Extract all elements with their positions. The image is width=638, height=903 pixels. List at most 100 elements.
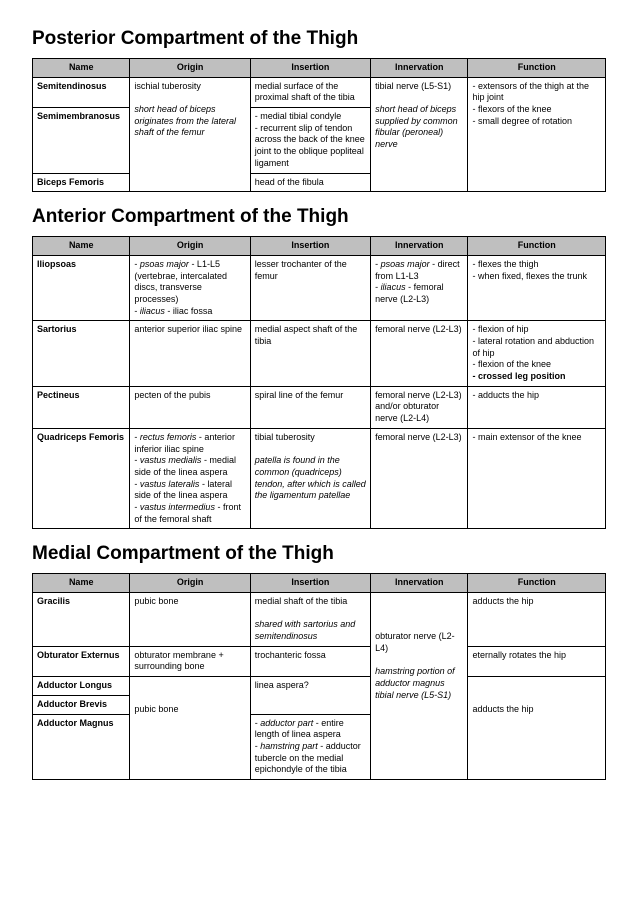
medial-table: Name Origin Insertion Innervation Functi… — [32, 573, 606, 780]
insertion-cell: tibial tuberosity patella is found in th… — [250, 428, 370, 529]
innervation-cell: femoral nerve (L2-L3) and/or obturator n… — [371, 386, 468, 428]
muscle-name: Biceps Femoris — [33, 173, 130, 192]
txt: adducts the hip — [472, 704, 533, 714]
muscle-name: Adductor Longus — [33, 677, 130, 696]
col-header: Function — [468, 574, 606, 593]
table-row: Quadriceps Femoris - rectus femoris - an… — [33, 428, 606, 529]
col-header: Innervation — [371, 59, 468, 78]
innv-text: tibial nerve (L5-S1) — [375, 81, 451, 91]
muscle-name: Adductor Brevis — [33, 695, 130, 714]
posterior-table: Name Origin Insertion Innervation Functi… — [32, 58, 606, 192]
em: iliacus — [140, 306, 165, 316]
table-row: Sartorius anterior superior iliac spine … — [33, 321, 606, 386]
col-header: Origin — [130, 59, 250, 78]
function-cell: - adducts the hip — [468, 386, 606, 428]
muscle-name: Iliopsoas — [33, 255, 130, 320]
innv-note: short head of biceps supplied by common … — [375, 104, 458, 149]
em: patella is found in the common (quadrice… — [255, 455, 366, 500]
line: - flexion of hip — [472, 324, 528, 334]
insertion-cell: medial aspect shaft of the tibia — [250, 321, 370, 386]
origin-cell: ischial tuberosity short head of biceps … — [130, 77, 250, 192]
muscle-name: Pectineus — [33, 386, 130, 428]
insertion-cell: trochanteric fossa — [250, 646, 370, 676]
function-cell: - flexion of hip - lateral rotation and … — [468, 321, 606, 386]
innervation-cell: - psoas major - direct from L1-L3 - ilia… — [371, 255, 468, 320]
table-row: Adductor Longus pubic bone linea aspera?… — [33, 677, 606, 696]
em: vastus intermedius — [140, 502, 215, 512]
insertion-cell: medial shaft of the tibia shared with sa… — [250, 593, 370, 647]
col-header: Insertion — [250, 574, 370, 593]
col-header: Name — [33, 237, 130, 256]
txt: - iliac fossa — [165, 306, 213, 316]
innervation-cell: femoral nerve (L2-L3) — [371, 428, 468, 529]
origin-note: short head of biceps originates from the… — [134, 104, 236, 137]
section-title-2: Anterior Compartment of the Thigh — [32, 206, 606, 228]
table-row: Gracilis pubic bone medial shaft of the … — [33, 593, 606, 647]
innervation-cell: obturator nerve (L2-L4) hamstring portio… — [371, 593, 468, 780]
muscle-name: Adductor Magnus — [33, 714, 130, 779]
anterior-table: Name Origin Insertion Innervation Functi… — [32, 236, 606, 529]
function-cell: - extensors of the thigh at the hip join… — [468, 77, 606, 192]
function-cell: - main extensor of the knee — [468, 428, 606, 529]
em: vastus medialis — [140, 455, 202, 465]
txt: pubic bone — [134, 704, 178, 714]
section-title-1: Posterior Compartment of the Thigh — [32, 28, 606, 50]
table-row: Pectineus pecten of the pubis spiral lin… — [33, 386, 606, 428]
col-header: Insertion — [250, 237, 370, 256]
txt: medial shaft of the tibia — [255, 596, 348, 606]
table-row: Obturator Externus obturator membrane + … — [33, 646, 606, 676]
origin-cell: - rectus femoris - anterior inferior ili… — [130, 428, 250, 529]
muscle-name: Sartorius — [33, 321, 130, 386]
table-header-row: Name Origin Insertion Innervation Functi… — [33, 237, 606, 256]
em: hamstring part — [260, 741, 318, 751]
function-cell: eternally rotates the hip — [468, 646, 606, 676]
origin-cell: pecten of the pubis — [130, 386, 250, 428]
insertion-cell: - medial tibial condyle- recurrent slip … — [250, 108, 370, 173]
innervation-cell: femoral nerve (L2-L3) — [371, 321, 468, 386]
table-row: Iliopsoas - psoas major - L1-L5 (vertebr… — [33, 255, 606, 320]
muscle-name: Quadriceps Femoris — [33, 428, 130, 529]
insertion-cell: medial surface of the proximal shaft of … — [250, 77, 370, 107]
col-header: Function — [468, 237, 606, 256]
origin-text: ischial tuberosity — [134, 81, 201, 91]
txt: obturator nerve (L2-L4) — [375, 631, 455, 653]
table-header-row: Name Origin Insertion Innervation Functi… — [33, 59, 606, 78]
function-cell: adducts the hip — [468, 593, 606, 647]
muscle-name: Gracilis — [33, 593, 130, 647]
section-title-3: Medial Compartment of the Thigh — [32, 543, 606, 565]
insertion-cell: linea aspera? — [250, 677, 370, 714]
origin-cell: - psoas major - L1-L5 (vertebrae, interc… — [130, 255, 250, 320]
em: shared with sartorius and semitendinosus — [255, 619, 356, 641]
table-row: Semitendinosus ischial tuberosity short … — [33, 77, 606, 107]
origin-cell: obturator membrane + surrounding bone — [130, 646, 250, 676]
insertion-cell: head of the fibula — [250, 173, 370, 192]
col-header: Name — [33, 574, 130, 593]
muscle-name: Semitendinosus — [33, 77, 130, 107]
em: psoas major — [381, 259, 430, 269]
bold-line: - crossed leg position — [472, 371, 565, 381]
insertion-cell: - adductor part - entire length of linea… — [250, 714, 370, 779]
em: iliacus — [381, 282, 406, 292]
col-header: Innervation — [371, 237, 468, 256]
origin-cell: pubic bone — [130, 593, 250, 647]
insertion-cell: lesser trochanter of the femur — [250, 255, 370, 320]
function-cell: adducts the hip — [468, 677, 606, 780]
col-header: Origin — [130, 237, 250, 256]
col-header: Origin — [130, 574, 250, 593]
em: psoas major — [140, 259, 189, 269]
line: - lateral rotation and abduction of hip — [472, 336, 594, 358]
em: adductor part — [260, 718, 313, 728]
muscle-name: Semimembranosus — [33, 108, 130, 173]
txt: tibial tuberosity — [255, 432, 315, 442]
function-cell: - flexes the thigh- when fixed, flexes t… — [468, 255, 606, 320]
col-header: Innervation — [371, 574, 468, 593]
em: hamstring portion of adductor magnus tib… — [375, 666, 455, 699]
line: - flexion of the knee — [472, 359, 551, 369]
em: rectus femoris — [140, 432, 197, 442]
col-header: Name — [33, 59, 130, 78]
insertion-cell: spiral line of the femur — [250, 386, 370, 428]
origin-cell: anterior superior iliac spine — [130, 321, 250, 386]
col-header: Insertion — [250, 59, 370, 78]
origin-cell: pubic bone — [130, 677, 250, 780]
innervation-cell: tibial nerve (L5-S1) short head of bicep… — [371, 77, 468, 192]
